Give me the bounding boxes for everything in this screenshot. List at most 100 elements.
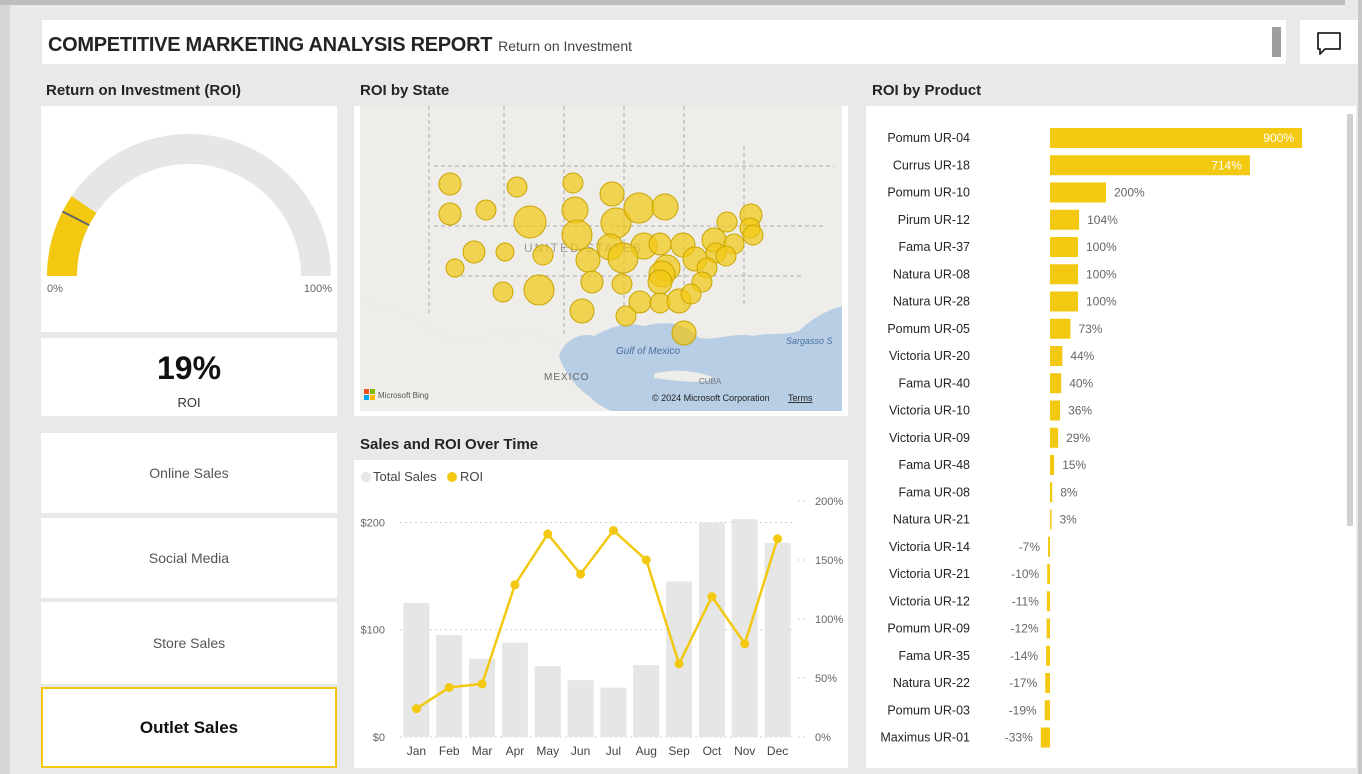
map-bubble[interactable]	[615, 305, 637, 327]
product-bar[interactable]	[1050, 400, 1061, 421]
map-bubble[interactable]	[561, 219, 593, 251]
product-bar[interactable]	[1046, 618, 1050, 639]
roi-point[interactable]	[773, 534, 783, 544]
map-bubble[interactable]	[575, 247, 601, 273]
product-bar[interactable]	[1050, 509, 1052, 530]
map-bubble[interactable]	[671, 320, 697, 346]
sales-bar[interactable]	[731, 519, 758, 737]
map-bubble[interactable]	[742, 224, 764, 246]
kpi-value: 19%	[156, 350, 222, 386]
map-label-mexico: MEXICO	[544, 372, 589, 383]
sales-bar[interactable]	[698, 522, 725, 737]
product-bar[interactable]	[1050, 291, 1078, 312]
product-bar[interactable]	[1050, 182, 1106, 203]
map-bubble[interactable]	[438, 172, 462, 196]
map-bubble[interactable]	[648, 232, 672, 256]
roi-point[interactable]	[543, 529, 553, 539]
map-bubble[interactable]	[492, 281, 514, 303]
product-bar[interactable]	[1050, 128, 1302, 148]
roi-point[interactable]	[641, 555, 651, 565]
product-bar[interactable]	[1050, 209, 1080, 230]
product-bar[interactable]	[1045, 673, 1050, 693]
roi-point[interactable]	[444, 682, 454, 692]
combo-grid	[400, 500, 806, 738]
product-label: Pomum UR-04	[887, 131, 970, 145]
roi-point[interactable]	[707, 592, 717, 602]
map-bubble[interactable]	[562, 172, 584, 194]
roi-state-map[interactable]: UNITED STATES MEXICO Gulf of Mexico CUBA…	[354, 106, 848, 416]
product-scrollbar[interactable]	[1347, 114, 1353, 526]
combo-chart-title: Sales and ROI Over Time	[360, 436, 539, 453]
roi-point[interactable]	[674, 659, 684, 669]
product-bar[interactable]	[1050, 346, 1063, 366]
map-bubble[interactable]	[623, 192, 655, 224]
map-bubble[interactable]	[651, 193, 679, 221]
outlet-sales-button[interactable]: Outlet Sales	[41, 687, 337, 768]
roi-point[interactable]	[510, 580, 520, 590]
y-left-tick: $200	[361, 517, 385, 529]
sales-bar[interactable]	[567, 680, 594, 737]
map-bubble[interactable]	[506, 176, 528, 198]
sales-bar[interactable]	[666, 581, 693, 737]
product-bar[interactable]	[1050, 318, 1071, 339]
sales-bar[interactable]	[501, 642, 528, 737]
map-bubble[interactable]	[716, 211, 738, 233]
product-value-label: -7%	[1019, 540, 1041, 554]
product-bar[interactable]	[1048, 536, 1050, 557]
roi-point[interactable]	[740, 639, 750, 649]
product-bar[interactable]	[1046, 591, 1050, 612]
report-header: COMPETITIVE MARKETING ANALYSIS REPORT Ret…	[42, 20, 1286, 64]
product-bar[interactable]	[1044, 700, 1050, 721]
sales-bar[interactable]	[764, 542, 791, 737]
map-bubble[interactable]	[445, 258, 465, 278]
product-bar[interactable]	[1050, 155, 1250, 176]
map-bubble[interactable]	[715, 245, 737, 267]
sales-bar[interactable]	[600, 687, 627, 737]
online-sales-button[interactable]: Online Sales	[41, 433, 337, 513]
product-bar[interactable]	[1050, 373, 1062, 394]
product-bar[interactable]	[1040, 727, 1050, 748]
roi-point[interactable]	[477, 679, 487, 689]
map-bubble[interactable]	[569, 298, 595, 324]
map-terms-link[interactable]: Terms	[788, 393, 813, 403]
map-bubble[interactable]	[475, 199, 497, 221]
product-value-label: -17%	[1009, 676, 1037, 690]
map-attribution: © 2024 Microsoft Corporation	[652, 393, 770, 403]
map-bubble[interactable]	[561, 196, 589, 224]
product-bar[interactable]	[1050, 455, 1055, 475]
legend-roi[interactable]: ROI	[460, 469, 483, 484]
sales-bar[interactable]	[534, 666, 561, 737]
header-scrollbar[interactable]	[1272, 27, 1281, 57]
product-bar[interactable]	[1050, 264, 1078, 285]
map-bubble[interactable]	[599, 181, 625, 207]
map-bubble[interactable]	[495, 242, 515, 262]
store-sales-button[interactable]: Store Sales	[41, 602, 337, 684]
product-bar[interactable]	[1047, 564, 1050, 584]
roi-point[interactable]	[608, 526, 618, 535]
product-bar[interactable]	[1050, 482, 1053, 503]
map-bubble[interactable]	[680, 283, 702, 305]
map-bubble[interactable]	[532, 244, 554, 266]
roi-point[interactable]	[576, 569, 586, 579]
map-bubble[interactable]	[607, 242, 639, 274]
map-bubble[interactable]	[523, 274, 555, 306]
map-bubble[interactable]	[580, 270, 604, 294]
map-bubble[interactable]	[438, 202, 462, 226]
roi-point[interactable]	[411, 704, 421, 714]
product-label: Victoria UR-14	[889, 540, 970, 554]
product-bar[interactable]	[1050, 427, 1059, 448]
left-strip	[0, 5, 10, 774]
sales-bar[interactable]	[403, 602, 430, 737]
product-bar[interactable]	[1046, 645, 1050, 666]
map-bubble[interactable]	[647, 269, 673, 295]
social-media-button[interactable]: Social Media	[41, 518, 337, 598]
sales-bar[interactable]	[633, 665, 660, 737]
land-mexico	[360, 302, 614, 411]
comment-button[interactable]	[1300, 20, 1358, 64]
product-bar[interactable]	[1050, 237, 1078, 257]
legend-total-sales[interactable]: Total Sales	[373, 469, 437, 484]
sales-bar[interactable]	[469, 658, 496, 737]
map-bubble[interactable]	[462, 240, 486, 264]
map-bubble[interactable]	[513, 205, 547, 239]
map-bubble[interactable]	[611, 273, 633, 295]
